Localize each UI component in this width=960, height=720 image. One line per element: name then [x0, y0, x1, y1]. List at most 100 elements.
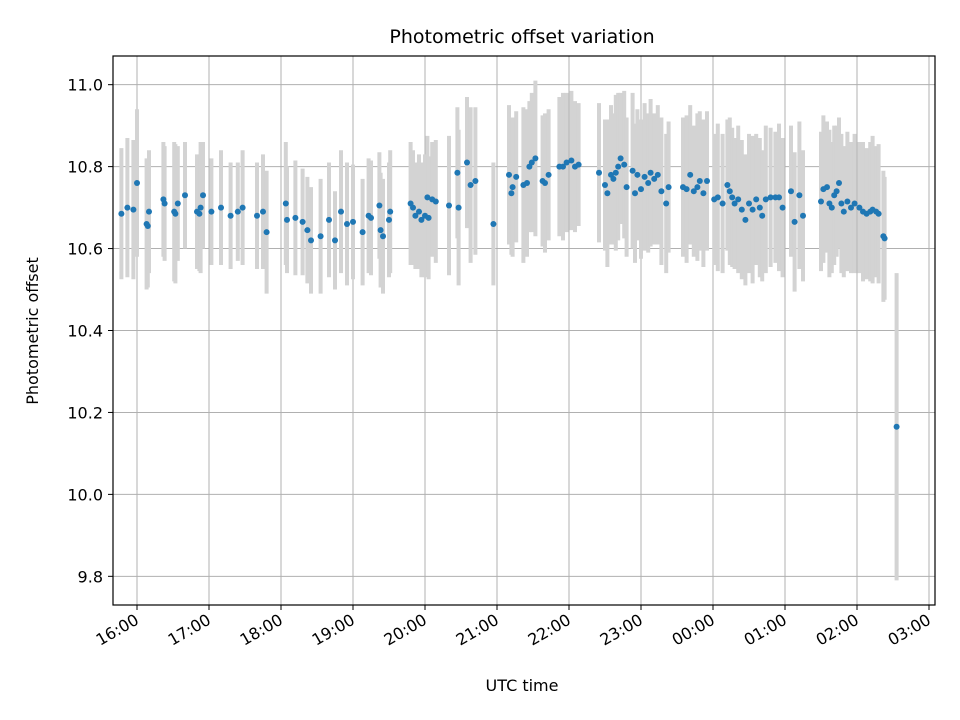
- data-point: [729, 194, 736, 201]
- chart-title: Photometric offset variation: [389, 26, 654, 48]
- data-point: [332, 237, 338, 244]
- data-point: [410, 204, 416, 211]
- data-point: [326, 216, 332, 223]
- data-point: [665, 184, 672, 191]
- data-point: [654, 171, 661, 178]
- data-point: [623, 184, 630, 191]
- data-point: [645, 180, 652, 187]
- x-tick-label: 00:00: [669, 610, 718, 650]
- data-point: [472, 177, 479, 184]
- data-point: [368, 214, 374, 221]
- data-point: [200, 192, 206, 199]
- data-point: [425, 214, 432, 221]
- data-point: [749, 206, 756, 213]
- data-point: [446, 202, 452, 209]
- x-tick-label: 02:00: [813, 610, 862, 650]
- data-point: [513, 173, 520, 180]
- y-tick-label: 9.8: [78, 567, 103, 586]
- data-point: [893, 423, 900, 430]
- data-point: [602, 182, 608, 189]
- data-point: [424, 194, 431, 201]
- x-axis-ticks: 16:00 17:00 18:00 19:00 20:00 21:00 22:00 23:00…: [93, 605, 934, 650]
- data-point: [218, 204, 224, 211]
- data-point: [658, 188, 665, 195]
- data-point: [824, 184, 830, 191]
- data-point: [344, 220, 350, 227]
- data-point: [700, 190, 707, 197]
- data-point: [338, 208, 344, 215]
- data-point: [641, 173, 648, 180]
- data-point: [719, 200, 726, 207]
- data-point: [182, 192, 188, 199]
- data-point: [851, 200, 858, 207]
- data-point: [304, 227, 311, 234]
- data-point: [615, 163, 622, 170]
- data-point: [227, 212, 234, 219]
- data-point: [455, 204, 462, 211]
- data-point: [263, 229, 270, 236]
- x-tick-label: 21:00: [453, 610, 502, 650]
- data-point: [724, 182, 731, 189]
- data-points: [118, 155, 900, 430]
- data-point: [418, 216, 425, 223]
- data-point: [612, 169, 619, 176]
- data-point: [528, 159, 535, 166]
- data-point: [284, 216, 290, 223]
- data-point: [848, 204, 854, 211]
- data-point: [818, 198, 824, 205]
- data-point: [881, 235, 888, 242]
- data-point: [376, 202, 383, 209]
- data-point: [696, 177, 703, 184]
- data-point: [762, 196, 769, 203]
- data-point: [833, 188, 840, 195]
- data-point: [779, 204, 786, 211]
- data-point: [714, 194, 721, 201]
- data-point: [317, 233, 324, 240]
- data-point: [532, 155, 539, 162]
- y-axis-ticks: 9.8 10.0 10.2 10.4 10.6 10.8 11.0: [67, 76, 113, 586]
- data-point: [756, 204, 763, 211]
- data-point: [651, 175, 658, 182]
- y-tick-label: 10.2: [67, 403, 103, 422]
- data-point: [663, 200, 670, 207]
- x-tick-label: 23:00: [597, 610, 646, 650]
- data-point: [130, 206, 137, 213]
- data-point: [800, 212, 806, 219]
- data-point: [386, 216, 392, 223]
- y-tick-label: 10.6: [67, 240, 103, 259]
- data-point: [464, 159, 470, 166]
- data-point: [726, 188, 733, 195]
- data-point: [638, 186, 644, 193]
- data-point: [704, 177, 710, 184]
- data-point: [134, 180, 140, 187]
- data-point: [753, 196, 760, 203]
- data-point: [377, 227, 384, 234]
- x-tick-label: 18:00: [237, 610, 286, 650]
- x-axis-title: UTC time: [486, 676, 559, 695]
- data-point: [694, 184, 701, 191]
- data-point: [380, 233, 386, 240]
- data-point: [560, 163, 566, 170]
- data-point: [260, 208, 266, 215]
- data-point: [308, 237, 314, 244]
- data-point: [767, 194, 774, 201]
- data-point: [629, 167, 636, 174]
- data-point: [617, 155, 624, 162]
- data-point: [836, 180, 842, 187]
- data-point: [172, 210, 179, 217]
- data-point: [208, 208, 215, 215]
- data-point: [467, 182, 474, 189]
- data-point: [524, 180, 530, 187]
- data-point: [144, 223, 151, 230]
- data-point: [632, 190, 638, 197]
- x-tick-label: 16:00: [93, 610, 142, 650]
- data-point: [647, 169, 654, 176]
- data-point: [412, 212, 419, 219]
- data-point: [575, 161, 582, 168]
- data-point: [118, 210, 125, 217]
- data-point: [174, 200, 181, 207]
- data-point: [776, 194, 782, 201]
- data-point: [359, 229, 366, 236]
- data-point: [604, 190, 611, 197]
- data-point: [545, 171, 552, 178]
